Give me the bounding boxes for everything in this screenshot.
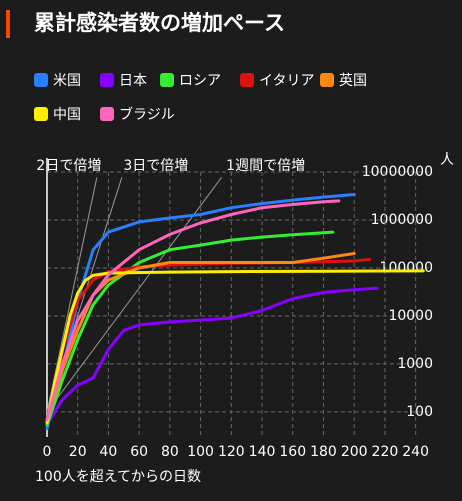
x-tick-label: 120 [218,444,245,460]
reference-label: 2日で倍増 [36,158,101,174]
x-tick-label: 0 [43,444,52,460]
legend-swatch [100,107,114,121]
x-axis-label: 100人を超えてからの日数 [35,469,201,485]
x-tick-label: 80 [161,444,179,460]
legend-label: 日本 [119,73,147,89]
legend-label: 米国 [53,73,81,89]
x-tick-label: 200 [341,444,368,460]
legend-swatch [34,107,48,121]
legend-swatch [100,73,114,87]
x-tick-label: 180 [310,444,337,460]
y-unit: 人 [440,152,454,168]
y-tick-label: 10000000 [362,164,433,180]
y-tick-label: 10000 [388,308,433,324]
y-tick-label: 100000 [380,260,433,276]
x-tick-label: 60 [130,444,148,460]
x-tick-label: 40 [100,444,118,460]
x-tick-label: 20 [69,444,87,460]
y-tick-label: 1000000 [371,212,433,228]
series-line [45,286,379,426]
chart-title: 累計感染者数の増加ペース [34,11,285,35]
series-line [45,269,425,425]
legend-label: 中国 [53,107,81,123]
legend-swatch [320,73,334,87]
x-tick-label: 220 [372,444,399,460]
legend-label: 英国 [339,72,367,89]
x-tick-label: 160 [279,444,306,460]
reference-label: 3日で倍増 [123,158,188,174]
legend-label: イタリア [259,73,314,89]
title-bar [6,10,10,38]
series-line [45,230,335,427]
x-tick-label: 240 [402,444,429,460]
legend-swatch [160,73,174,87]
x-tick-label: 140 [249,444,276,460]
reference-line [46,177,98,413]
y-tick-label: 100 [406,404,433,420]
legend-label: ブラジル [119,106,175,123]
reference-label: 1週間で倍増 [226,158,305,174]
legend-label: ロシア [179,73,221,89]
legend-swatch [240,73,254,87]
legend-swatch [34,73,48,87]
series-line [45,252,356,422]
x-tick-label: 100 [187,444,214,460]
series-line [45,199,341,422]
